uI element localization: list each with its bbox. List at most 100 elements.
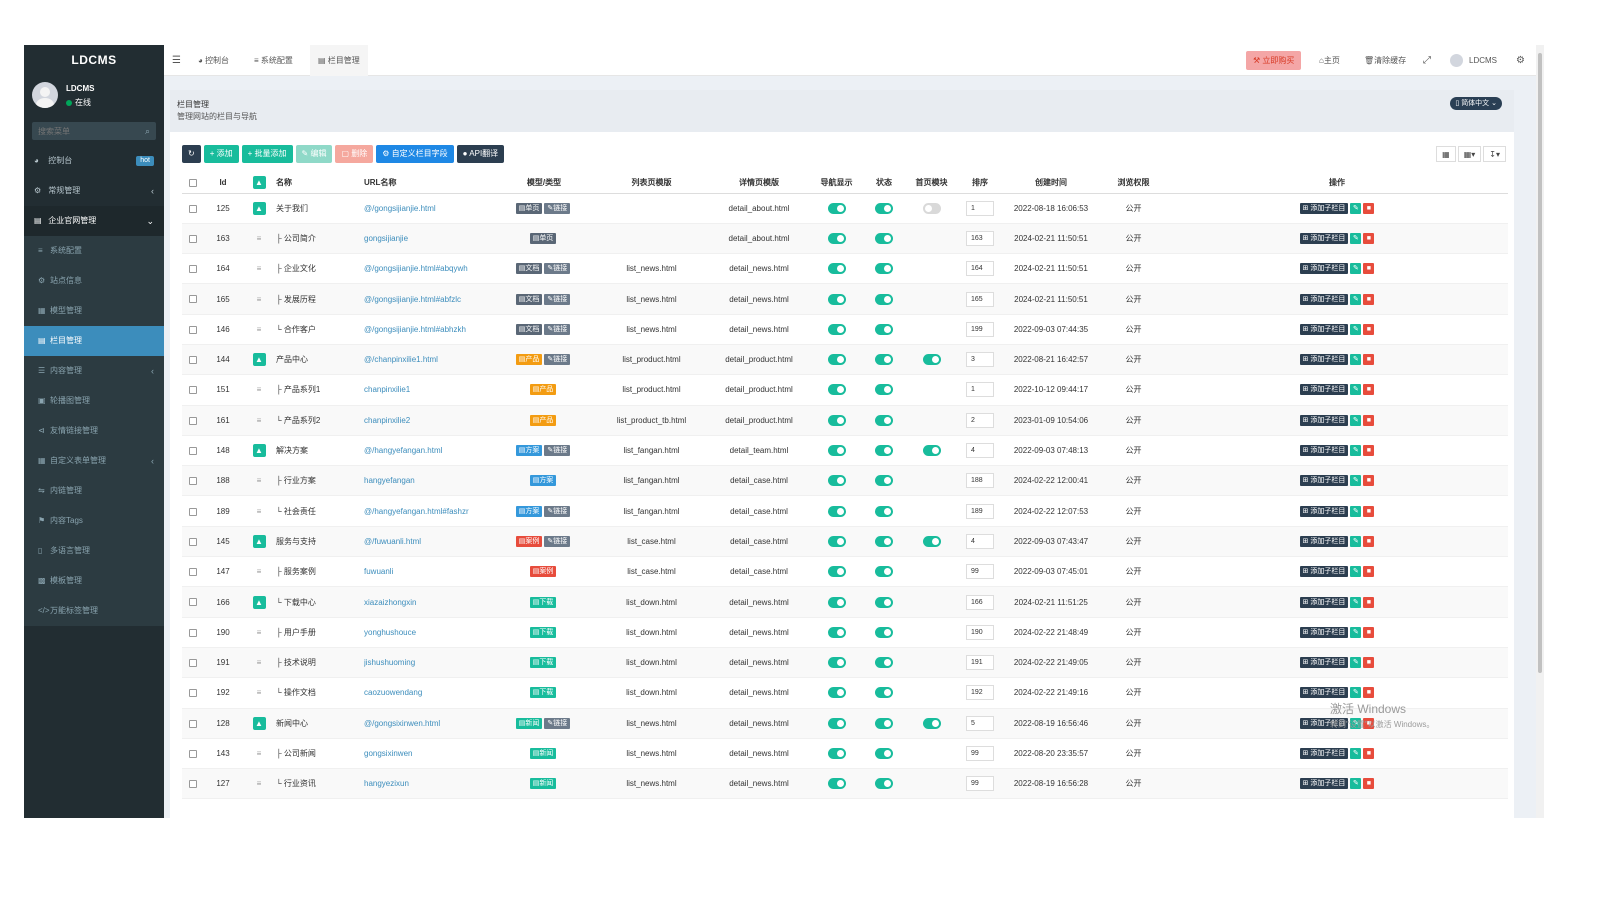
status-toggle[interactable] (875, 475, 893, 487)
row-checkbox[interactable] (189, 598, 197, 607)
add-subcolumn-button[interactable]: ⊞ 添加子栏目 (1299, 717, 1349, 729)
sidebar-item-dashboard[interactable]: ◕ 控制台 hot (24, 146, 164, 176)
edit-row-button[interactable]: ✎ (1350, 384, 1362, 396)
edit-row-button[interactable]: ✎ (1350, 445, 1362, 457)
url-link[interactable]: gongsixinwen (364, 748, 413, 758)
row-checkbox[interactable] (189, 356, 197, 365)
sort-input[interactable]: 188 (966, 473, 994, 489)
nav-toggle[interactable] (827, 747, 846, 759)
delete-row-button[interactable]: ■ (1363, 505, 1375, 517)
edit-row-button[interactable]: ✎ (1350, 354, 1362, 366)
url-link[interactable]: chanpinxilie1 (364, 385, 411, 395)
url-link[interactable]: hangyefangan (364, 476, 415, 486)
home-module-toggle[interactable] (922, 445, 941, 457)
delete-row-button[interactable]: ■ (1363, 293, 1375, 305)
row-checkbox[interactable] (189, 295, 197, 304)
add-subcolumn-button[interactable]: ⊞ 添加子栏目 (1299, 535, 1349, 547)
sort-input[interactable]: 190 (966, 624, 994, 640)
delete-row-button[interactable]: ■ (1363, 596, 1375, 608)
add-subcolumn-button[interactable]: ⊞ 添加子栏目 (1299, 232, 1349, 244)
sidebar-item-models[interactable]: ▦ 模型管理 (24, 296, 164, 326)
nav-toggle[interactable] (827, 384, 846, 396)
language-select[interactable]: ▯ 简体中文 ⌄ (1450, 97, 1502, 110)
add-subcolumn-button[interactable]: ⊞ 添加子栏目 (1299, 626, 1349, 638)
menu-toggle-icon[interactable]: ☰ (172, 55, 181, 66)
delete-row-button[interactable]: ■ (1363, 626, 1375, 638)
url-link[interactable]: jishushuoming (364, 658, 416, 668)
columns-icon[interactable]: ▦▾ (1457, 146, 1482, 162)
edit-row-button[interactable]: ✎ (1350, 717, 1362, 729)
edit-row-button[interactable]: ✎ (1350, 626, 1362, 638)
nav-toggle[interactable] (827, 657, 846, 669)
status-toggle[interactable] (875, 717, 893, 729)
tab-system-config[interactable]: ≡ 系统配置 (254, 45, 293, 76)
nav-toggle[interactable] (827, 323, 846, 335)
expand-tree-icon[interactable]: ▲ (252, 595, 266, 609)
edit-row-button[interactable]: ✎ (1350, 535, 1362, 547)
sort-input[interactable]: 191 (966, 655, 994, 671)
url-link[interactable]: @/hangyefangan.html (364, 446, 443, 456)
sort-input[interactable]: 165 (966, 291, 994, 307)
url-link[interactable]: gongsijianjie (364, 233, 409, 243)
edit-row-button[interactable]: ✎ (1350, 596, 1362, 608)
delete-row-button[interactable]: ■ (1363, 263, 1375, 275)
add-subcolumn-button[interactable]: ⊞ 添加子栏目 (1299, 747, 1349, 759)
delete-row-button[interactable]: ■ (1363, 202, 1375, 214)
delete-row-button[interactable]: ■ (1363, 535, 1375, 547)
sort-input[interactable]: 166 (966, 594, 994, 610)
row-checkbox[interactable] (189, 234, 197, 243)
add-subcolumn-button[interactable]: ⊞ 添加子栏目 (1299, 566, 1349, 578)
url-link[interactable]: @/gongsijianjie.html#abhzkh (364, 324, 466, 334)
expand-tree-icon[interactable]: ▲ (252, 534, 266, 548)
edit-row-button[interactable]: ✎ (1350, 293, 1362, 305)
sidebar-item-languages[interactable]: ▯ 多语言管理 (24, 536, 164, 566)
sort-input[interactable]: 3 (966, 352, 994, 368)
status-toggle[interactable] (875, 778, 893, 790)
home-module-toggle[interactable] (922, 535, 941, 547)
status-toggle[interactable] (875, 202, 893, 214)
delete-row-button[interactable]: ■ (1363, 354, 1375, 366)
edit-row-button[interactable]: ✎ (1350, 232, 1362, 244)
buy-button[interactable]: ⚒ 立即购买 (1246, 51, 1302, 70)
fullscreen-icon[interactable]: ⤢ (1423, 55, 1431, 66)
sidebar-item-general[interactable]: ⚙ 常规管理 ‹ (24, 176, 164, 206)
sort-input[interactable]: 163 (966, 230, 994, 246)
status-toggle[interactable] (875, 414, 893, 426)
settings-gear-icon[interactable]: ⚙ (1516, 55, 1525, 66)
url-link[interactable]: xiazaizhongxin (364, 597, 417, 607)
nav-toggle[interactable] (827, 687, 846, 699)
sidebar-item-inner-links[interactable]: ⇋ 内链管理 (24, 476, 164, 506)
add-subcolumn-button[interactable]: ⊞ 添加子栏目 (1299, 202, 1349, 214)
add-subcolumn-button[interactable]: ⊞ 添加子栏目 (1299, 384, 1349, 396)
delete-row-button[interactable]: ■ (1363, 445, 1375, 457)
add-subcolumn-button[interactable]: ⊞ 添加子栏目 (1299, 293, 1349, 305)
row-checkbox[interactable] (189, 749, 197, 758)
status-toggle[interactable] (875, 445, 893, 457)
nav-toggle[interactable] (827, 505, 846, 517)
row-checkbox[interactable] (189, 386, 197, 395)
nav-toggle[interactable] (827, 445, 846, 457)
add-subcolumn-button[interactable]: ⊞ 添加子栏目 (1299, 657, 1349, 669)
row-checkbox[interactable] (189, 477, 197, 486)
edit-row-button[interactable]: ✎ (1350, 657, 1362, 669)
edit-row-button[interactable]: ✎ (1350, 778, 1362, 790)
status-toggle[interactable] (875, 626, 893, 638)
row-checkbox[interactable] (189, 689, 197, 698)
sidebar-item-custom-forms[interactable]: ▦ 自定义表单管理 ‹ (24, 446, 164, 476)
delete-row-button[interactable]: ■ (1363, 687, 1375, 699)
delete-row-button[interactable]: ■ (1363, 475, 1375, 487)
add-button[interactable]: + 添加 (203, 145, 239, 163)
status-toggle[interactable] (875, 263, 893, 275)
toggle-view-icon[interactable]: ▦ (1436, 146, 1456, 162)
status-toggle[interactable] (875, 293, 893, 305)
expand-tree-icon[interactable]: ▲ (252, 444, 266, 458)
refresh-button[interactable]: ↻ (182, 145, 201, 163)
status-toggle[interactable] (875, 687, 893, 699)
add-subcolumn-button[interactable]: ⊞ 添加子栏目 (1299, 596, 1349, 608)
nav-toggle[interactable] (827, 535, 846, 547)
url-link[interactable]: yonghushouce (364, 627, 417, 637)
export-icon[interactable]: ↧▾ (1483, 146, 1506, 162)
sort-input[interactable]: 192 (966, 685, 994, 701)
sort-input[interactable]: 99 (966, 776, 994, 792)
url-link[interactable]: caozuowendang (364, 688, 423, 698)
